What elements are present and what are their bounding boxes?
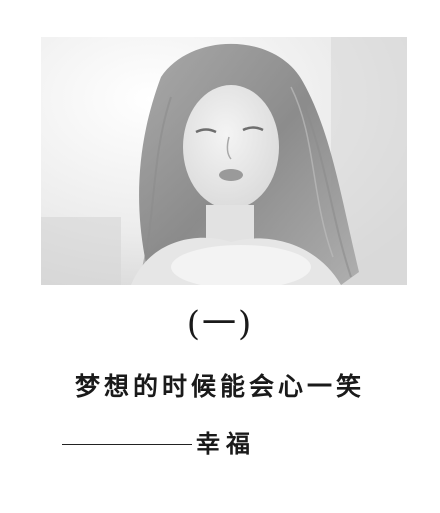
chapter-number: (一) <box>186 304 254 344</box>
signature-line: 幸福 <box>62 428 256 460</box>
signature-dash <box>62 443 192 445</box>
author-name: 幸福 <box>196 429 256 458</box>
headline-text: 梦想的时候能会心一笑 <box>74 372 365 401</box>
portrait-photo <box>41 37 407 285</box>
girl-portrait-illustration <box>41 37 407 285</box>
